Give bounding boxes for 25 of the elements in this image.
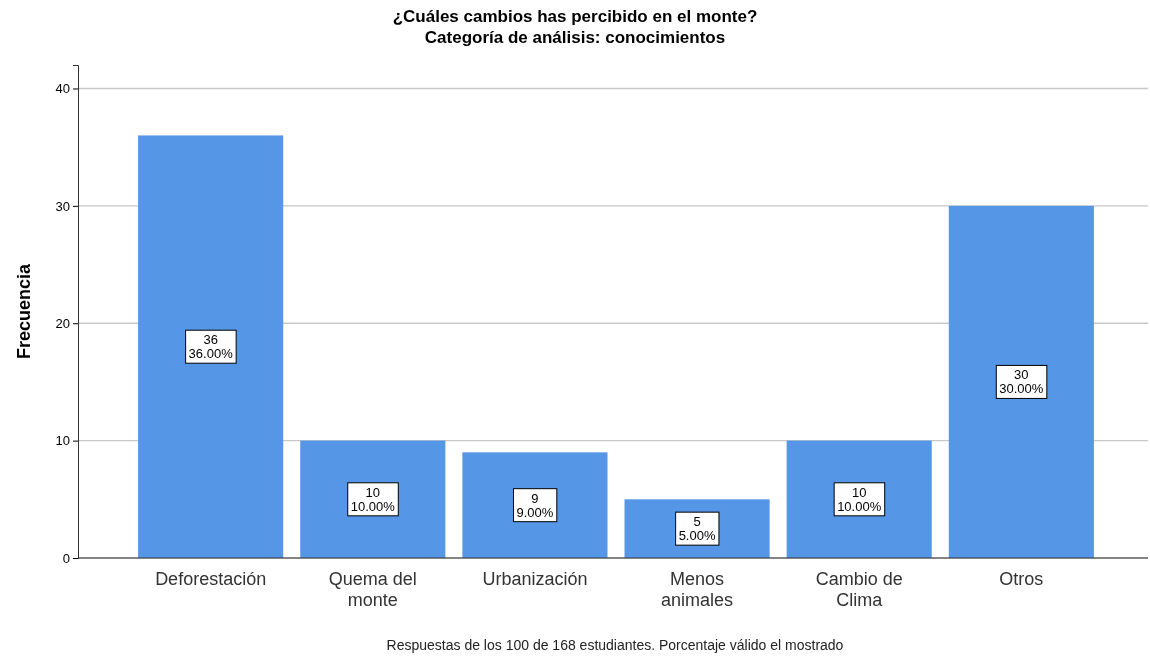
data-label: 10 10.00% xyxy=(350,484,396,514)
data-label: 30 30.00% xyxy=(999,367,1044,397)
x-tick-label: Urbanización xyxy=(482,569,588,589)
bar xyxy=(138,135,284,558)
data-label: 36 36.00% xyxy=(188,332,234,362)
x-tick-label: Otros xyxy=(999,569,1044,589)
y-axis-title: Frecuencia xyxy=(14,262,34,360)
x-tick-label: Menos animales xyxy=(661,569,734,610)
y-tick-label: 20 xyxy=(55,315,70,331)
text: Respuestas de los 100 de 168 estudiantes. Porcentaje válido el mostrado xyxy=(386,637,844,653)
y-tick-label: 40 xyxy=(55,81,70,97)
x-tick-label: Deforestación xyxy=(155,569,267,589)
data-label: 9 9.00% xyxy=(516,490,554,520)
bar xyxy=(462,452,608,558)
y-tick-label: 30 xyxy=(55,198,70,214)
y-tick-label: 10 xyxy=(55,433,70,449)
chart-title: ¿Cuáles cambios has percibido en el monte? Categoría de análisis: conocimientos xyxy=(392,7,758,47)
y-tick-label: 0 xyxy=(62,550,70,566)
data-label: 10 10.00% xyxy=(837,484,882,514)
bar xyxy=(948,205,1094,558)
x-tick-label: Cambio de Clima xyxy=(815,569,903,610)
data-label: 5 5.00% xyxy=(678,514,716,544)
bar xyxy=(786,440,932,558)
bar xyxy=(300,440,446,558)
x-tick-label: Quema del monte xyxy=(328,569,417,610)
